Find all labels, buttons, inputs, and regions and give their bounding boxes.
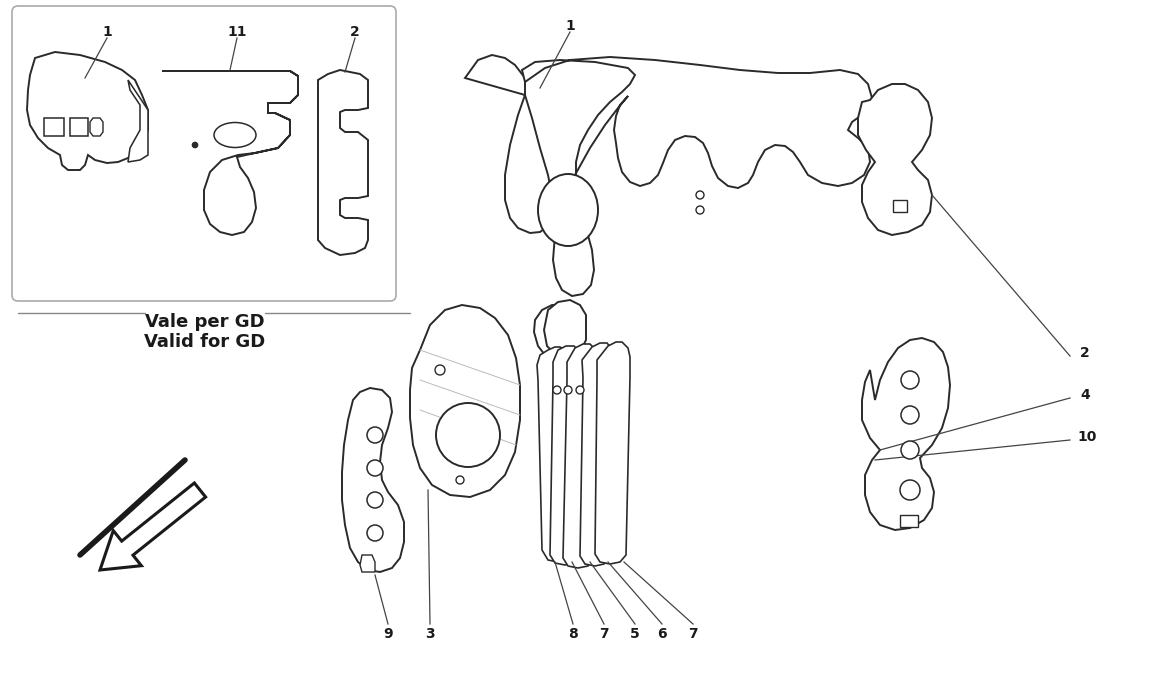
Circle shape <box>900 480 920 500</box>
Text: 1: 1 <box>102 25 112 39</box>
Polygon shape <box>128 80 148 162</box>
Text: 7: 7 <box>688 627 698 641</box>
Polygon shape <box>360 555 375 572</box>
Polygon shape <box>544 300 586 358</box>
Polygon shape <box>26 52 148 170</box>
Polygon shape <box>90 118 104 136</box>
Circle shape <box>553 386 561 394</box>
Polygon shape <box>858 84 932 235</box>
Circle shape <box>457 476 463 484</box>
Polygon shape <box>564 344 598 568</box>
Bar <box>44 118 64 136</box>
Text: 3: 3 <box>426 627 435 641</box>
Text: 7: 7 <box>599 627 608 641</box>
Circle shape <box>696 191 704 199</box>
Polygon shape <box>411 305 520 497</box>
Polygon shape <box>534 305 582 360</box>
Polygon shape <box>595 342 630 564</box>
Text: 9: 9 <box>383 627 393 641</box>
Circle shape <box>367 525 383 541</box>
Polygon shape <box>162 71 298 235</box>
Circle shape <box>192 143 198 148</box>
Circle shape <box>367 427 383 443</box>
Ellipse shape <box>214 122 256 148</box>
Text: 8: 8 <box>568 627 578 641</box>
Text: 5: 5 <box>630 627 639 641</box>
Text: Vale per GD: Vale per GD <box>145 313 264 331</box>
Polygon shape <box>342 388 404 572</box>
Text: 6: 6 <box>657 627 667 641</box>
Polygon shape <box>550 346 584 565</box>
Circle shape <box>696 206 704 214</box>
Polygon shape <box>465 55 552 233</box>
Text: 2: 2 <box>350 25 360 39</box>
Ellipse shape <box>538 174 598 246</box>
Polygon shape <box>537 347 575 562</box>
Bar <box>894 200 907 212</box>
Circle shape <box>564 386 572 394</box>
Circle shape <box>576 386 584 394</box>
Text: 10: 10 <box>1078 430 1097 444</box>
Circle shape <box>900 371 919 389</box>
Bar <box>900 515 918 527</box>
Text: 1: 1 <box>565 19 575 33</box>
Polygon shape <box>580 343 614 566</box>
Circle shape <box>367 492 383 508</box>
Circle shape <box>900 441 919 459</box>
FancyArrow shape <box>100 483 206 570</box>
Text: 11: 11 <box>228 25 247 39</box>
Bar <box>70 118 89 136</box>
FancyBboxPatch shape <box>12 6 396 301</box>
Circle shape <box>900 406 919 424</box>
Text: Valid for GD: Valid for GD <box>145 333 266 351</box>
Polygon shape <box>522 57 872 296</box>
Text: 4: 4 <box>1080 388 1090 402</box>
Circle shape <box>436 403 500 467</box>
Text: 2: 2 <box>1080 346 1090 360</box>
Polygon shape <box>862 338 950 530</box>
Circle shape <box>435 365 445 375</box>
Circle shape <box>367 460 383 476</box>
Polygon shape <box>319 70 368 255</box>
